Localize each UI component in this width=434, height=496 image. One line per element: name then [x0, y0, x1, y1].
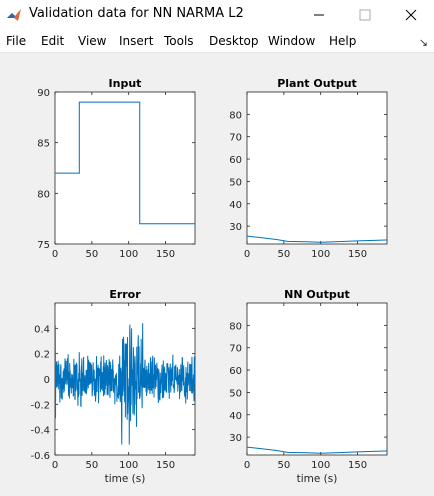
input-xtick-label: 100	[119, 249, 138, 260]
menu-tools[interactable]: Tools	[164, 34, 194, 48]
plant-output-title: Plant Output	[277, 77, 357, 90]
nn-output-xtick-label: 100	[311, 460, 330, 471]
plant-output-xtick-label: 100	[311, 249, 330, 260]
nn-output-ytick-label: 50	[229, 388, 242, 399]
minimize-button[interactable]	[296, 0, 342, 30]
input-xtick-label: 0	[52, 249, 58, 260]
error-ytick-label: -0.2	[30, 400, 50, 411]
error-xtick-label: 100	[119, 460, 138, 471]
error-xtick-label: 0	[52, 460, 58, 471]
plant-output-xtick-label: 0	[244, 249, 250, 260]
error-xlabel: time (s)	[105, 473, 146, 485]
nn-output-xtick-label: 50	[277, 460, 290, 471]
input-title: Input	[109, 77, 142, 90]
plant-output-ytick-label: 30	[229, 222, 242, 233]
title-bar: Validation data for NN NARMA L2	[0, 0, 434, 30]
nn-output-xlabel: time (s)	[297, 473, 338, 485]
nn-output-ytick-label: 70	[229, 344, 242, 355]
nn-output-ytick-label: 30	[229, 433, 242, 444]
error-title: Error	[109, 288, 141, 301]
error-xtick-label: 50	[85, 460, 98, 471]
plant-output-ytick-label: 80	[229, 110, 242, 121]
error-ytick-label: 0.2	[34, 350, 50, 361]
input-ytick-label: 80	[37, 189, 50, 200]
nn-output-chart: NN Output 0 50 100 150 30 40 50 60 70 80 time (s)	[229, 288, 387, 485]
plant-output-xtick-label: 150	[348, 249, 367, 260]
maximize-button[interactable]	[342, 0, 388, 30]
matlab-icon	[6, 7, 22, 23]
nn-output-xtick-label: 150	[348, 460, 367, 471]
minimize-icon	[313, 9, 325, 21]
maximize-icon	[359, 9, 371, 21]
menu-edit[interactable]: Edit	[41, 34, 64, 48]
menu-file[interactable]: File	[6, 34, 26, 48]
nn-output-axes-box[interactable]	[247, 303, 387, 455]
error-xtick-label: 150	[156, 460, 175, 471]
window-title: Validation data for NN NARMA L2	[29, 6, 244, 21]
nn-output-xtick-label: 0	[244, 460, 250, 471]
input-xtick-label: 150	[156, 249, 175, 260]
error-ytick-label: -0.6	[30, 451, 50, 462]
plant-output-ytick-label: 50	[229, 177, 242, 188]
menu-insert[interactable]: Insert	[119, 34, 153, 48]
plant-output-xtick-label: 50	[277, 249, 290, 260]
nn-output-ytick-label: 40	[229, 411, 242, 422]
input-ytick-label: 85	[37, 139, 50, 150]
plant-output-chart: Plant Output 0 50 100 150 30 40 50 60 70 80	[229, 77, 387, 260]
plant-output-ytick-label: 40	[229, 200, 242, 211]
figure-canvas: Input 0 50 100 150 75 80 85 90 Plant Output 0 50 100…	[0, 53, 434, 496]
input-xtick-label: 50	[85, 249, 98, 260]
error-ytick-label: 0.4	[34, 324, 50, 335]
plant-output-ytick-label: 70	[229, 133, 242, 144]
menu-help[interactable]: Help	[329, 34, 356, 48]
error-ytick-label: 0	[44, 375, 50, 386]
plant-output-axes-box[interactable]	[247, 92, 387, 244]
error-ytick-label: -0.4	[30, 426, 50, 437]
dock-arrow-icon[interactable]: ↘	[419, 36, 428, 49]
close-button[interactable]	[388, 0, 434, 30]
plant-output-ytick-label: 60	[229, 155, 242, 166]
error-chart: Error 0 50 100 150 -0.6 -0.4 -0.2 0 0.2 0.4 time (s…	[30, 288, 195, 485]
menu-window[interactable]: Window	[268, 34, 315, 48]
menu-bar: File Edit View Insert Tools Desktop Wind…	[0, 30, 434, 53]
input-ytick-label: 90	[37, 88, 50, 99]
input-ytick-label: 75	[37, 240, 50, 251]
input-chart: Input 0 50 100 150 75 80 85 90	[37, 77, 195, 260]
nn-output-ytick-label: 60	[229, 366, 242, 377]
input-axes-box[interactable]	[55, 92, 195, 244]
menu-desktop[interactable]: Desktop	[209, 34, 259, 48]
menu-view[interactable]: View	[78, 34, 106, 48]
close-icon	[405, 9, 417, 21]
nn-output-title: NN Output	[284, 288, 350, 301]
nn-output-ytick-label: 80	[229, 321, 242, 332]
